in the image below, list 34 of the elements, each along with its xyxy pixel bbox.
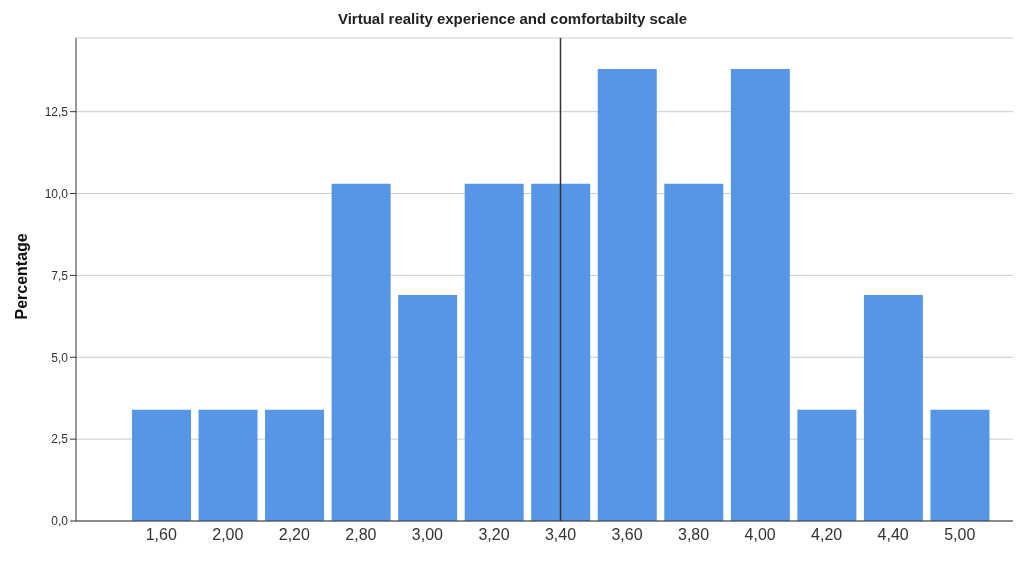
x-tick-label: 4,00 <box>744 526 776 544</box>
y-tick-label: 12,5 <box>44 104 69 119</box>
y-tick-label: 7,5 <box>51 268 69 283</box>
x-tick-label: 4,40 <box>877 526 909 544</box>
x-tick-label: 2,80 <box>345 526 377 544</box>
y-axis-title: Percentage <box>12 233 30 320</box>
bar <box>930 409 990 521</box>
x-tick-label: 3,80 <box>678 526 710 544</box>
bar <box>398 295 458 521</box>
y-tick-label: 0,0 <box>51 514 69 529</box>
bar <box>331 183 391 521</box>
bar <box>464 183 524 521</box>
y-tick-label: 10,0 <box>44 186 69 201</box>
x-tick-label: 3,40 <box>544 526 577 544</box>
x-tick-label: 2,00 <box>212 526 244 544</box>
bar <box>597 69 657 521</box>
x-tick-label: 2,20 <box>278 526 311 544</box>
bar <box>730 69 790 521</box>
bar <box>265 409 325 521</box>
x-tick-label: 3,60 <box>611 526 643 544</box>
bar <box>531 183 591 521</box>
x-tick-label: 4,20 <box>811 526 843 544</box>
bar <box>863 295 923 521</box>
chart-title: Virtual reality experience and comfortabilty scale <box>336 9 688 29</box>
x-tick-label: 3,20 <box>478 526 510 544</box>
bar <box>664 183 724 521</box>
bar <box>131 409 191 521</box>
x-tick-label: 5,00 <box>944 526 976 544</box>
y-tick-label: 5,0 <box>51 350 69 365</box>
x-tick-label: 1,60 <box>145 526 177 544</box>
x-tick-label: 3,00 <box>411 526 444 544</box>
y-tick-label: 2,5 <box>51 432 69 447</box>
bar <box>198 409 258 521</box>
bar <box>797 409 857 521</box>
